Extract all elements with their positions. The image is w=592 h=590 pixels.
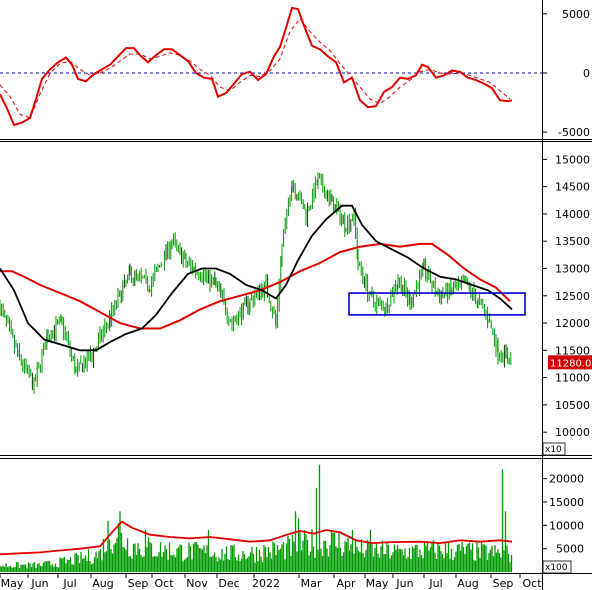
last-price-tag-bg [548,355,592,370]
time-label: Dec [218,577,239,590]
y-tick-label: 15000 [555,153,590,166]
volume-moving-average [0,520,513,556]
price-scale-note: x10 [545,445,562,455]
last-price-tag: 11280.0 [548,355,592,370]
time-label: 2022 [252,577,280,590]
price-scale-note-frame [542,442,566,456]
volume-bars [0,464,513,572]
volume-scale-note: x100 [545,563,568,573]
y-tick-label: 13500 [555,235,590,248]
oscillator-lines [0,6,513,127]
time-label: Jun [30,577,48,590]
y-tick-label: 12000 [555,317,590,330]
time-label: Oct [522,577,542,590]
time-axis: May Jun Jul Aug Sep Oct Nov Dec 2022 Mar Apr May Jun… [0,574,542,590]
oscillator-signal-line [0,17,511,119]
volume-ma-line [0,520,513,556]
volume-y-axis: 20000 15000 10000 5000 x100 [542,473,584,574]
time-label: Sep [493,577,514,590]
y-tick-label: 5000 [562,8,590,21]
oscillator-main-line [0,6,513,127]
time-label: Nov [186,577,208,590]
time-label: Oct [154,577,174,590]
y-tick-label: 10500 [555,399,590,412]
time-label: Jul [62,577,76,590]
y-tick-label: 11000 [555,372,590,385]
y-tick-label: 15000 [549,496,584,509]
y-tick-label: -5000 [558,126,590,139]
price-bars [0,172,512,394]
time-label: Aug [92,577,113,590]
time-label: May [1,577,24,590]
moving-average-lines [0,204,513,352]
y-tick-label: 10000 [555,426,590,439]
time-label: May [366,577,389,590]
short-moving-average [0,204,513,352]
volume-scale-note-frame [542,560,572,574]
time-label: Sep [128,577,149,590]
y-tick-label: 14500 [555,181,590,194]
y-tick-label: 0 [583,67,590,80]
time-label: Jun [395,577,413,590]
y-tick-label: 5000 [556,543,584,556]
y-tick-label: 13000 [555,262,590,275]
support-range-box [348,292,526,316]
y-tick-label: 14000 [555,208,590,221]
time-label: Mar [301,577,322,590]
last-price-tag-label: 11280.0 [550,358,591,369]
y-tick-label: 11500 [555,344,590,357]
price-y-axis: 15000 14500 14000 13500 13000 12500 12000 11500… [542,153,590,456]
support-box [348,292,526,316]
time-label: Jul [428,577,442,590]
time-label: Apr [336,577,356,590]
y-tick-label: 12500 [555,290,590,303]
y-tick-label: 20000 [549,473,584,486]
time-label: Aug [457,577,478,590]
oscillator-y-axis: 5000 0 -5000 [542,8,590,139]
y-tick-label: 10000 [549,519,584,532]
